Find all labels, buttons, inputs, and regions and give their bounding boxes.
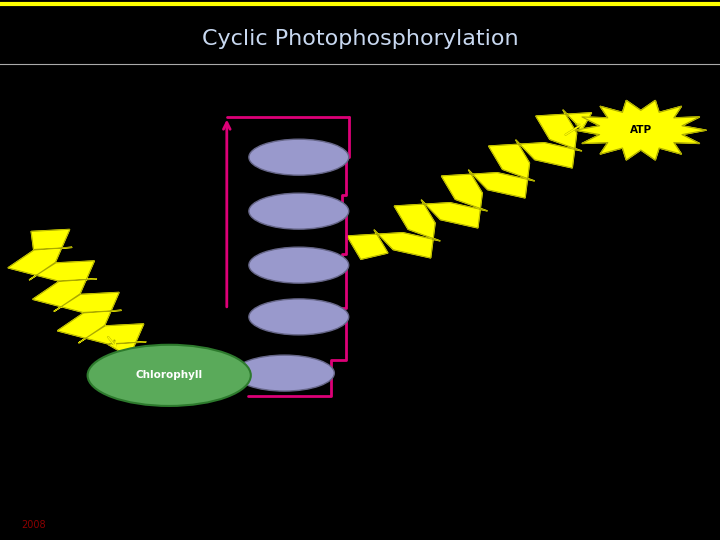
Polygon shape — [347, 110, 592, 259]
Ellipse shape — [249, 193, 348, 229]
Text: Energy for
production
of ATP: Energy for production of ATP — [572, 263, 636, 308]
Text: Cyclic photophosphorylation: Cyclic photophosphorylation — [49, 479, 221, 492]
Text: Electron
transport
chain: Electron transport chain — [374, 155, 429, 200]
Ellipse shape — [249, 139, 348, 175]
Text: (a): (a) — [29, 479, 48, 492]
Polygon shape — [575, 100, 706, 160]
Polygon shape — [8, 230, 146, 357]
Text: Cyclic Photophosphorylation: Cyclic Photophosphorylation — [202, 29, 518, 49]
Text: 2008: 2008 — [22, 520, 46, 530]
Ellipse shape — [235, 355, 334, 391]
Ellipse shape — [249, 247, 348, 283]
Text: Light: Light — [54, 297, 84, 310]
Text: Electron carrier: Electron carrier — [344, 367, 462, 380]
Ellipse shape — [88, 345, 251, 406]
Text: ATP: ATP — [630, 125, 652, 135]
Ellipse shape — [249, 299, 348, 335]
Text: Excited
electrons
(2 e⁻): Excited electrons (2 e⁻) — [194, 234, 249, 279]
Text: Chlorophyll: Chlorophyll — [135, 370, 203, 380]
